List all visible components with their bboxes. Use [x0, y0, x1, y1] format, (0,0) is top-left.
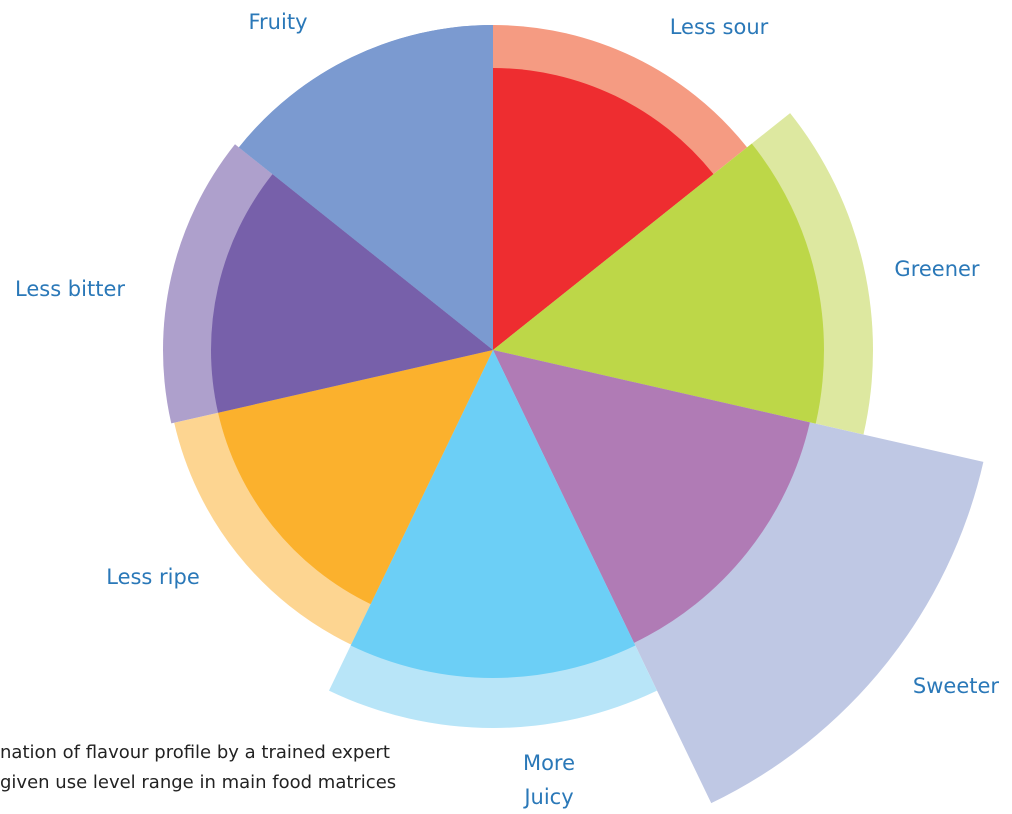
category-label: Less sour	[669, 15, 769, 39]
category-label: Less bitter	[15, 277, 125, 301]
inner-sector	[238, 25, 493, 350]
inner-sector	[493, 350, 810, 643]
inner-sector	[350, 350, 636, 678]
category-label: Less ripe	[106, 565, 200, 589]
inner-sector	[218, 350, 494, 605]
category-label: Sweeter	[912, 674, 1000, 698]
inner-sector	[211, 174, 493, 413]
category-label: Fruity	[248, 10, 308, 34]
note: nation of flavour profile by a trained e…	[0, 742, 390, 763]
inner-sector	[493, 68, 714, 350]
category-label: More Juicy	[522, 751, 576, 809]
inner-sector	[493, 143, 824, 424]
note: given use level range in main food matri…	[0, 772, 397, 793]
category-label: Greener	[894, 257, 980, 281]
